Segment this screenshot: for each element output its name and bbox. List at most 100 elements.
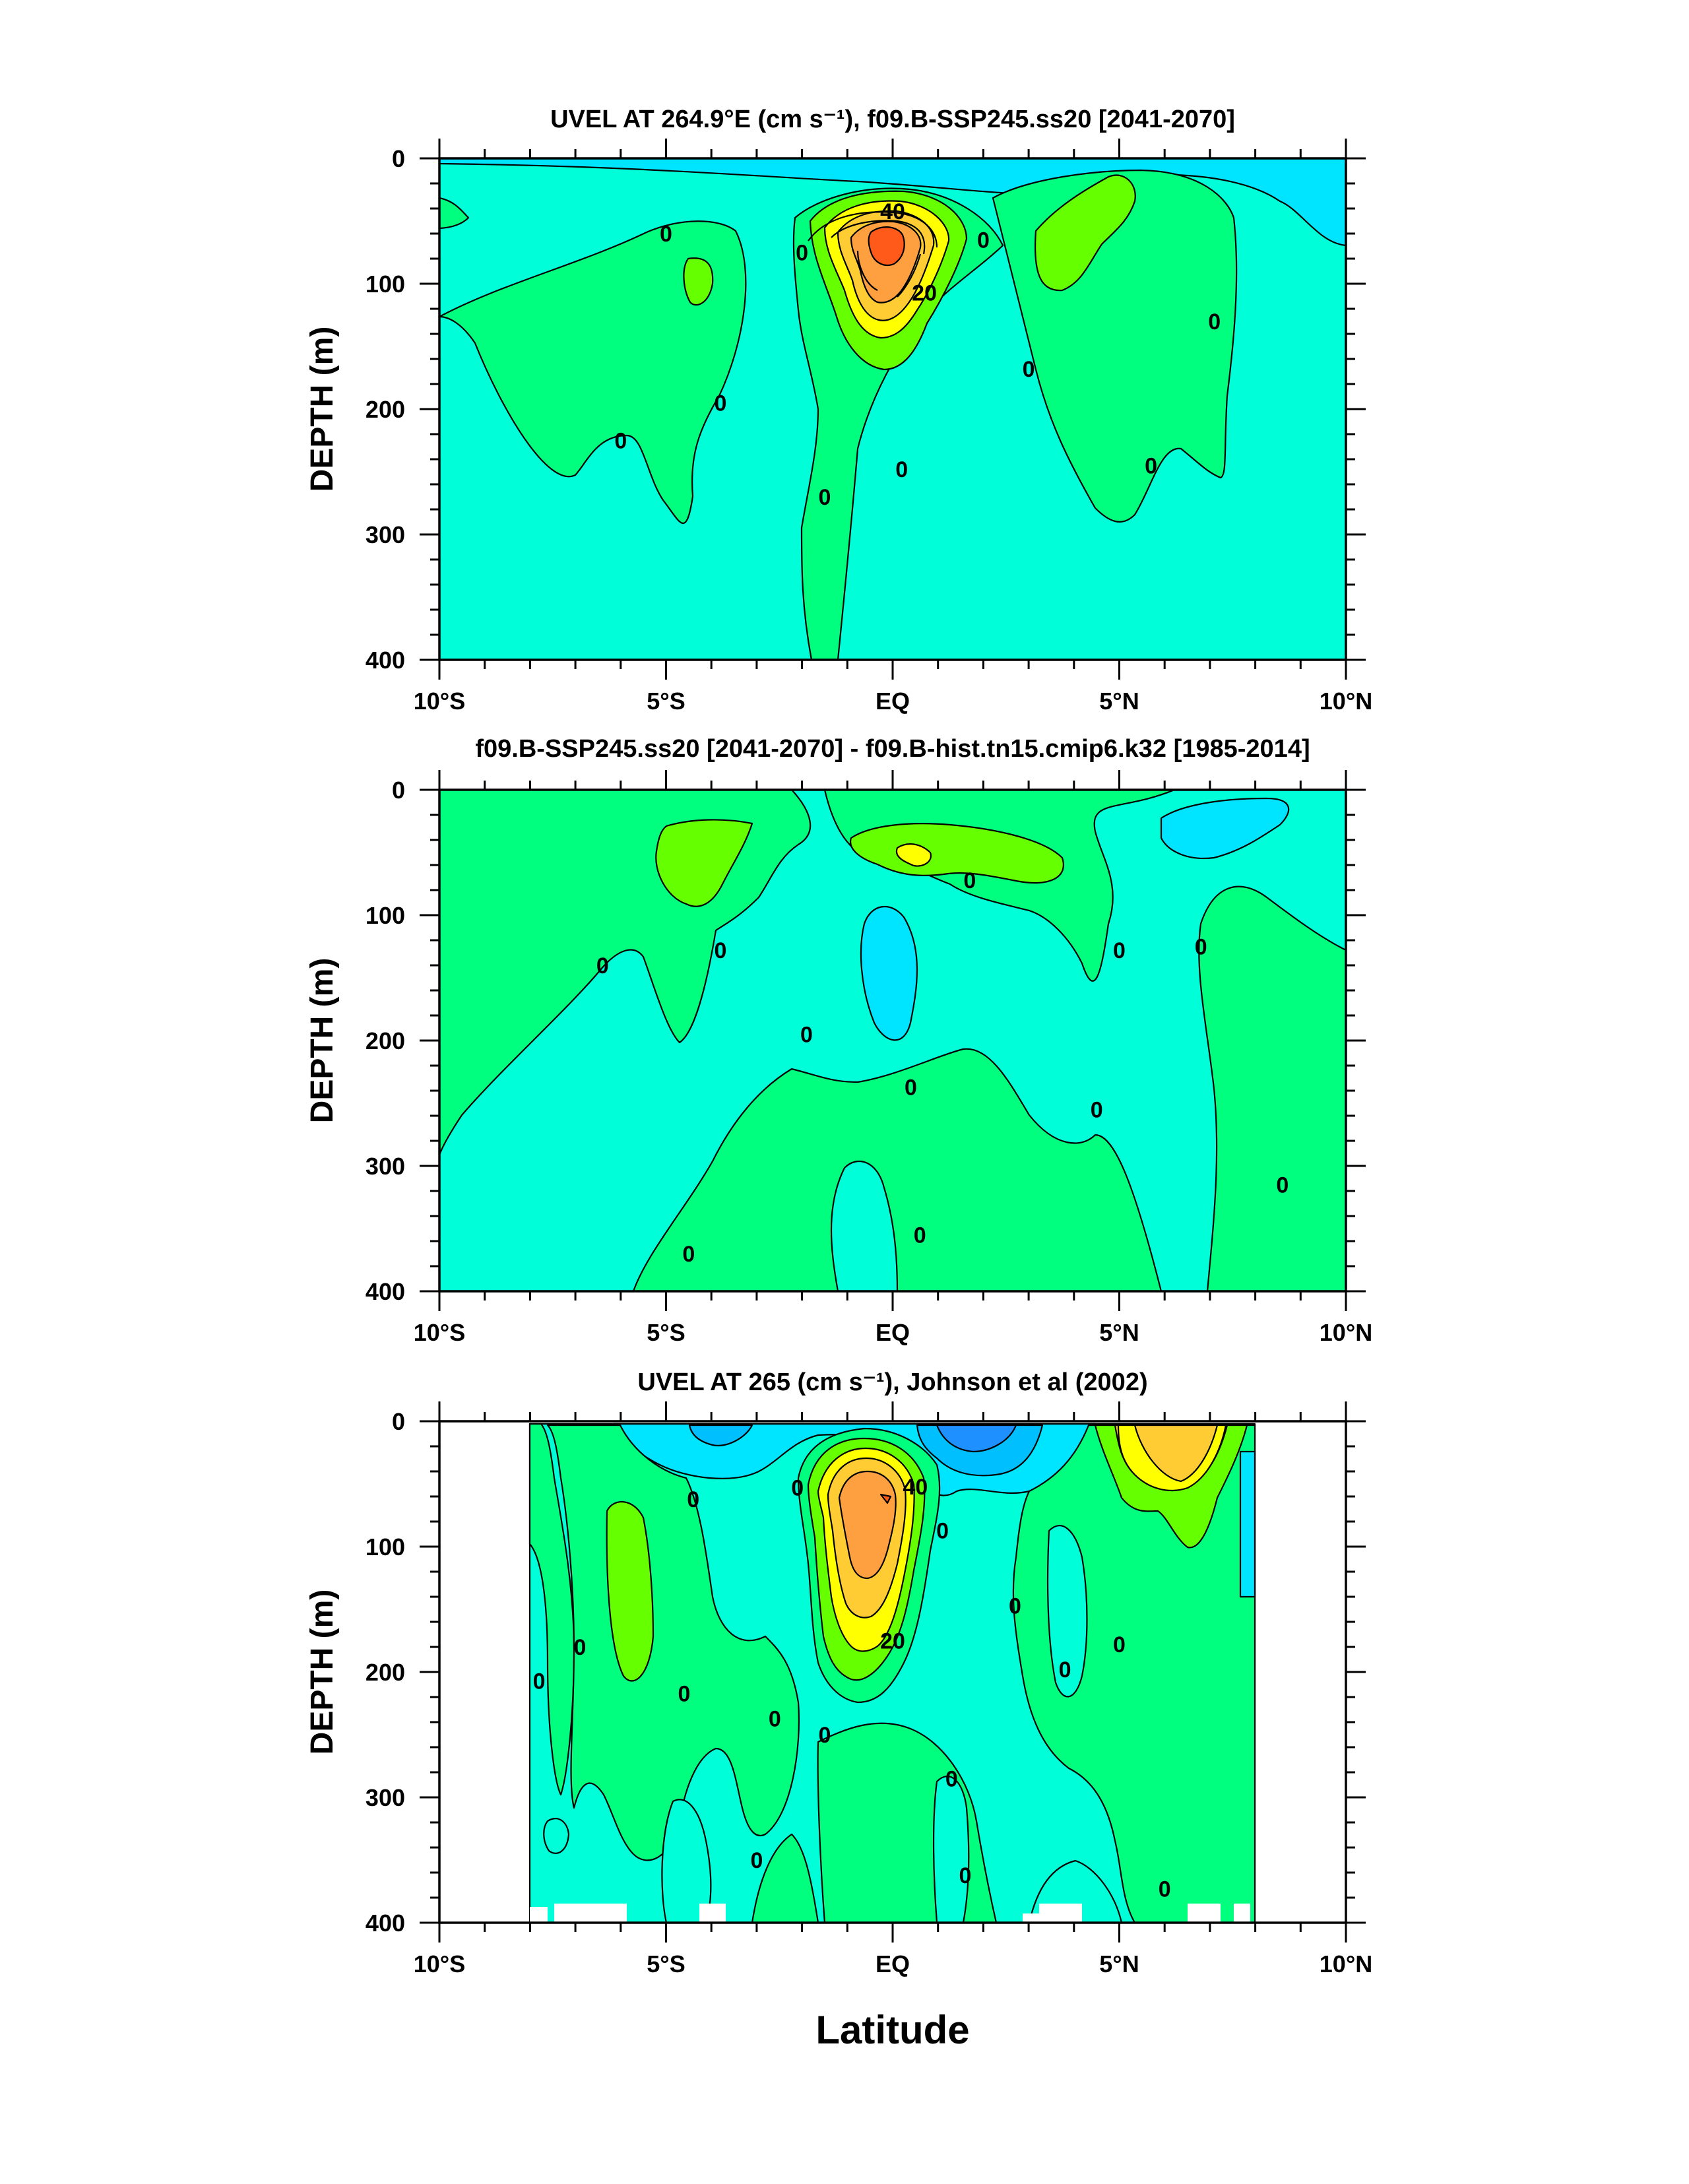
p3-fill-blue-top-right	[936, 1424, 1017, 1453]
panel-2-title: f09.B-SSP245.ss20 [2041-2070] - f09.B-hi…	[475, 735, 1310, 763]
panel-3-title: UVEL AT 265 (cm s⁻¹), Johnson et al (200…	[637, 1368, 1147, 1396]
y-tick-label: 100	[366, 271, 405, 298]
contour-label: 20	[880, 1629, 905, 1654]
contour-label: 0	[678, 1681, 691, 1706]
y-tick-label: 300	[366, 521, 405, 548]
contour-label: 0	[682, 1242, 695, 1267]
contour-label: 0	[1113, 1632, 1126, 1657]
panel-3-contour-labels: 0 0 0 0 0 0 0 0 0 0 0 0 0 0 0 40 20	[533, 1475, 1171, 1902]
panel-3-x-tick-labels: 10°S 5°S EQ 5°N 10°N	[414, 1950, 1372, 1977]
x-tick-label: 5°S	[647, 1319, 685, 1346]
x-tick-label: 10°S	[414, 688, 465, 715]
y-tick-label: 0	[392, 1408, 405, 1435]
contour-label: 0	[1091, 1098, 1103, 1123]
contour-label: 0	[818, 485, 831, 510]
y-tick-label: 100	[366, 902, 405, 929]
p3-fill-sky-top-left	[688, 1424, 753, 1447]
panel-2-contour-field	[439, 790, 1346, 1291]
p2-fill-green-lower	[632, 1048, 1163, 1291]
contour-label: 0	[977, 228, 990, 253]
p3-fill-cyan-lower-left	[661, 1799, 712, 1923]
p2-fill-cyan-top-right	[1160, 797, 1290, 860]
p1-fill-lime-right	[1035, 174, 1136, 292]
x-axis-label: Latitude	[815, 2008, 969, 2052]
contour-label: 40	[880, 199, 905, 224]
x-tick-label: 10°N	[1320, 688, 1372, 715]
contour-label: 0	[687, 1487, 699, 1512]
contour-label: 0	[936, 1518, 949, 1543]
panel-2-y-tick-labels: 0 100 200 300 400	[366, 777, 405, 1305]
panel-2-x-tick-labels: 10°S 5°S EQ 5°N 10°N	[414, 1319, 1372, 1346]
p3-fill-red-core	[879, 1493, 892, 1504]
contour-label: 0	[1195, 935, 1207, 960]
contour-label: 0	[533, 1669, 546, 1694]
contour-label: 0	[769, 1706, 781, 1731]
y-tick-label: 400	[366, 647, 405, 674]
contour-label: 0	[800, 1023, 813, 1048]
p3-fill-orange-core	[838, 1470, 897, 1580]
p3-fill-cyan-right-col	[1046, 1525, 1088, 1698]
y-tick-label: 100	[366, 1533, 405, 1560]
x-tick-label: 5°S	[647, 1950, 685, 1977]
panel-3-contour-field	[439, 1421, 1346, 1923]
p3-fill-cyan-lower-mid	[932, 1776, 970, 1923]
p3-fill-cyan-right-edge	[1239, 1450, 1256, 1598]
contour-label: 0	[574, 1635, 587, 1660]
p2-fill-lime-left	[655, 819, 753, 907]
y-tick-label: 0	[392, 145, 405, 172]
x-tick-label: EQ	[876, 688, 910, 715]
panel-1: UVEL AT 264.9°E (cm s⁻¹), f09.B-SSP245.s…	[305, 106, 1372, 715]
contour-label: 0	[963, 868, 976, 893]
x-tick-label: EQ	[876, 1950, 910, 1977]
p2-fill-cyan-in-green	[830, 1160, 899, 1291]
panel-1-x-tick-labels: 10°S 5°S EQ 5°N 10°N	[414, 688, 1372, 715]
contour-label: 0	[1159, 1877, 1171, 1902]
x-tick-label: 5°S	[647, 688, 685, 715]
contour-label: 0	[945, 1767, 958, 1792]
contour-label: 0	[1023, 357, 1035, 382]
contour-label: 0	[750, 1848, 763, 1873]
x-tick-label: 10°N	[1320, 1950, 1372, 1977]
contour-label: 0	[1276, 1173, 1289, 1198]
contour-label: 0	[895, 457, 908, 482]
p1-fill-green-left-edge	[439, 197, 470, 230]
panel-2-ticks	[420, 770, 1366, 1311]
panel-1-title: UVEL AT 264.9°E (cm s⁻¹), f09.B-SSP245.s…	[550, 106, 1235, 133]
contour-label: 0	[660, 222, 672, 247]
contour-label: 40	[903, 1475, 928, 1500]
panel-3: UVEL AT 265 (cm s⁻¹), Johnson et al (200…	[305, 1368, 1372, 1977]
p3-fill-lime-left	[606, 1501, 654, 1682]
panel-1-y-tick-labels: 0 100 200 300 400	[366, 145, 405, 674]
contour-label: 0	[714, 938, 726, 963]
p3-fill-cyan-blob-left	[543, 1818, 570, 1854]
contour-label: 0	[959, 1863, 971, 1888]
contour-label: 0	[796, 241, 808, 266]
contour-label: 0	[791, 1476, 804, 1501]
contour-label: 0	[1145, 454, 1157, 479]
contour-label: 0	[905, 1075, 917, 1100]
y-tick-label: 200	[366, 1027, 405, 1054]
x-tick-label: 5°N	[1099, 1950, 1139, 1977]
p1-fill-lime-left	[683, 257, 714, 306]
p2-fill-yellow-mid	[895, 843, 932, 867]
y-tick-label: 200	[366, 396, 405, 423]
x-tick-label: 10°S	[414, 1319, 465, 1346]
contour-label: 0	[1113, 938, 1126, 963]
x-tick-label: 10°N	[1320, 1319, 1372, 1346]
y-tick-label: 400	[366, 1278, 405, 1305]
x-tick-label: 5°N	[1099, 1319, 1139, 1346]
y-tick-label: 0	[392, 777, 405, 804]
y-tick-label: 400	[366, 1910, 405, 1937]
x-tick-label: 5°N	[1099, 688, 1139, 715]
panel-3-ticks	[420, 1401, 1366, 1943]
contour-label: 0	[596, 953, 609, 979]
p1-fill-red-core	[868, 226, 905, 267]
panel-3-y-axis-label: DEPTH (m)	[305, 1590, 340, 1755]
y-tick-label: 300	[366, 1153, 405, 1180]
y-tick-label: 200	[366, 1659, 405, 1686]
panel-2-contour-labels: 0 0 0 0 0 0 0 0 0 0 0	[596, 868, 1289, 1267]
y-tick-label: 300	[366, 1784, 405, 1811]
contour-label: 0	[1208, 309, 1221, 335]
contour-label: 0	[1009, 1593, 1021, 1619]
